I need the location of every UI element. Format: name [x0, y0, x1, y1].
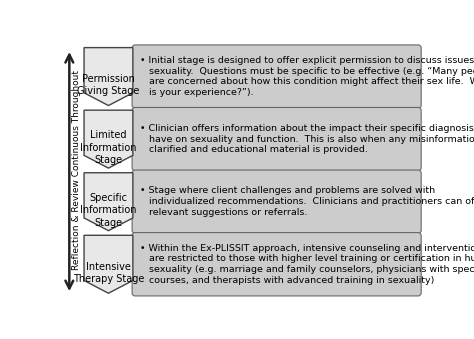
FancyBboxPatch shape — [132, 233, 421, 296]
Text: • Clinician offers information about the impact their specific diagnosis may
   : • Clinician offers information about the… — [140, 124, 474, 154]
Text: • Within the Ex-PLISSIT approach, intensive counseling and intervention
   are r: • Within the Ex-PLISSIT approach, intens… — [140, 244, 474, 285]
Text: • Stage where client challenges and problems are solved with
   individualized r: • Stage where client challenges and prob… — [140, 186, 474, 217]
FancyBboxPatch shape — [132, 107, 421, 171]
Text: Intensive
Therapy Stage: Intensive Therapy Stage — [73, 262, 144, 284]
Text: Permission
Giving Stage: Permission Giving Stage — [77, 74, 140, 97]
Polygon shape — [84, 173, 133, 231]
Text: • Initial stage is designed to offer explicit permission to discuss issues of
  : • Initial stage is designed to offer exp… — [140, 56, 474, 97]
Text: Specific
Information
Stage: Specific Information Stage — [80, 193, 137, 228]
Polygon shape — [84, 47, 133, 105]
Text: Reflection & Review Continuous Throughout: Reflection & Review Continuous Throughou… — [72, 71, 81, 271]
Polygon shape — [84, 235, 133, 293]
Text: Limited
Information
Stage: Limited Information Stage — [80, 131, 137, 165]
FancyBboxPatch shape — [132, 170, 421, 233]
FancyBboxPatch shape — [132, 45, 421, 108]
Polygon shape — [84, 110, 133, 168]
